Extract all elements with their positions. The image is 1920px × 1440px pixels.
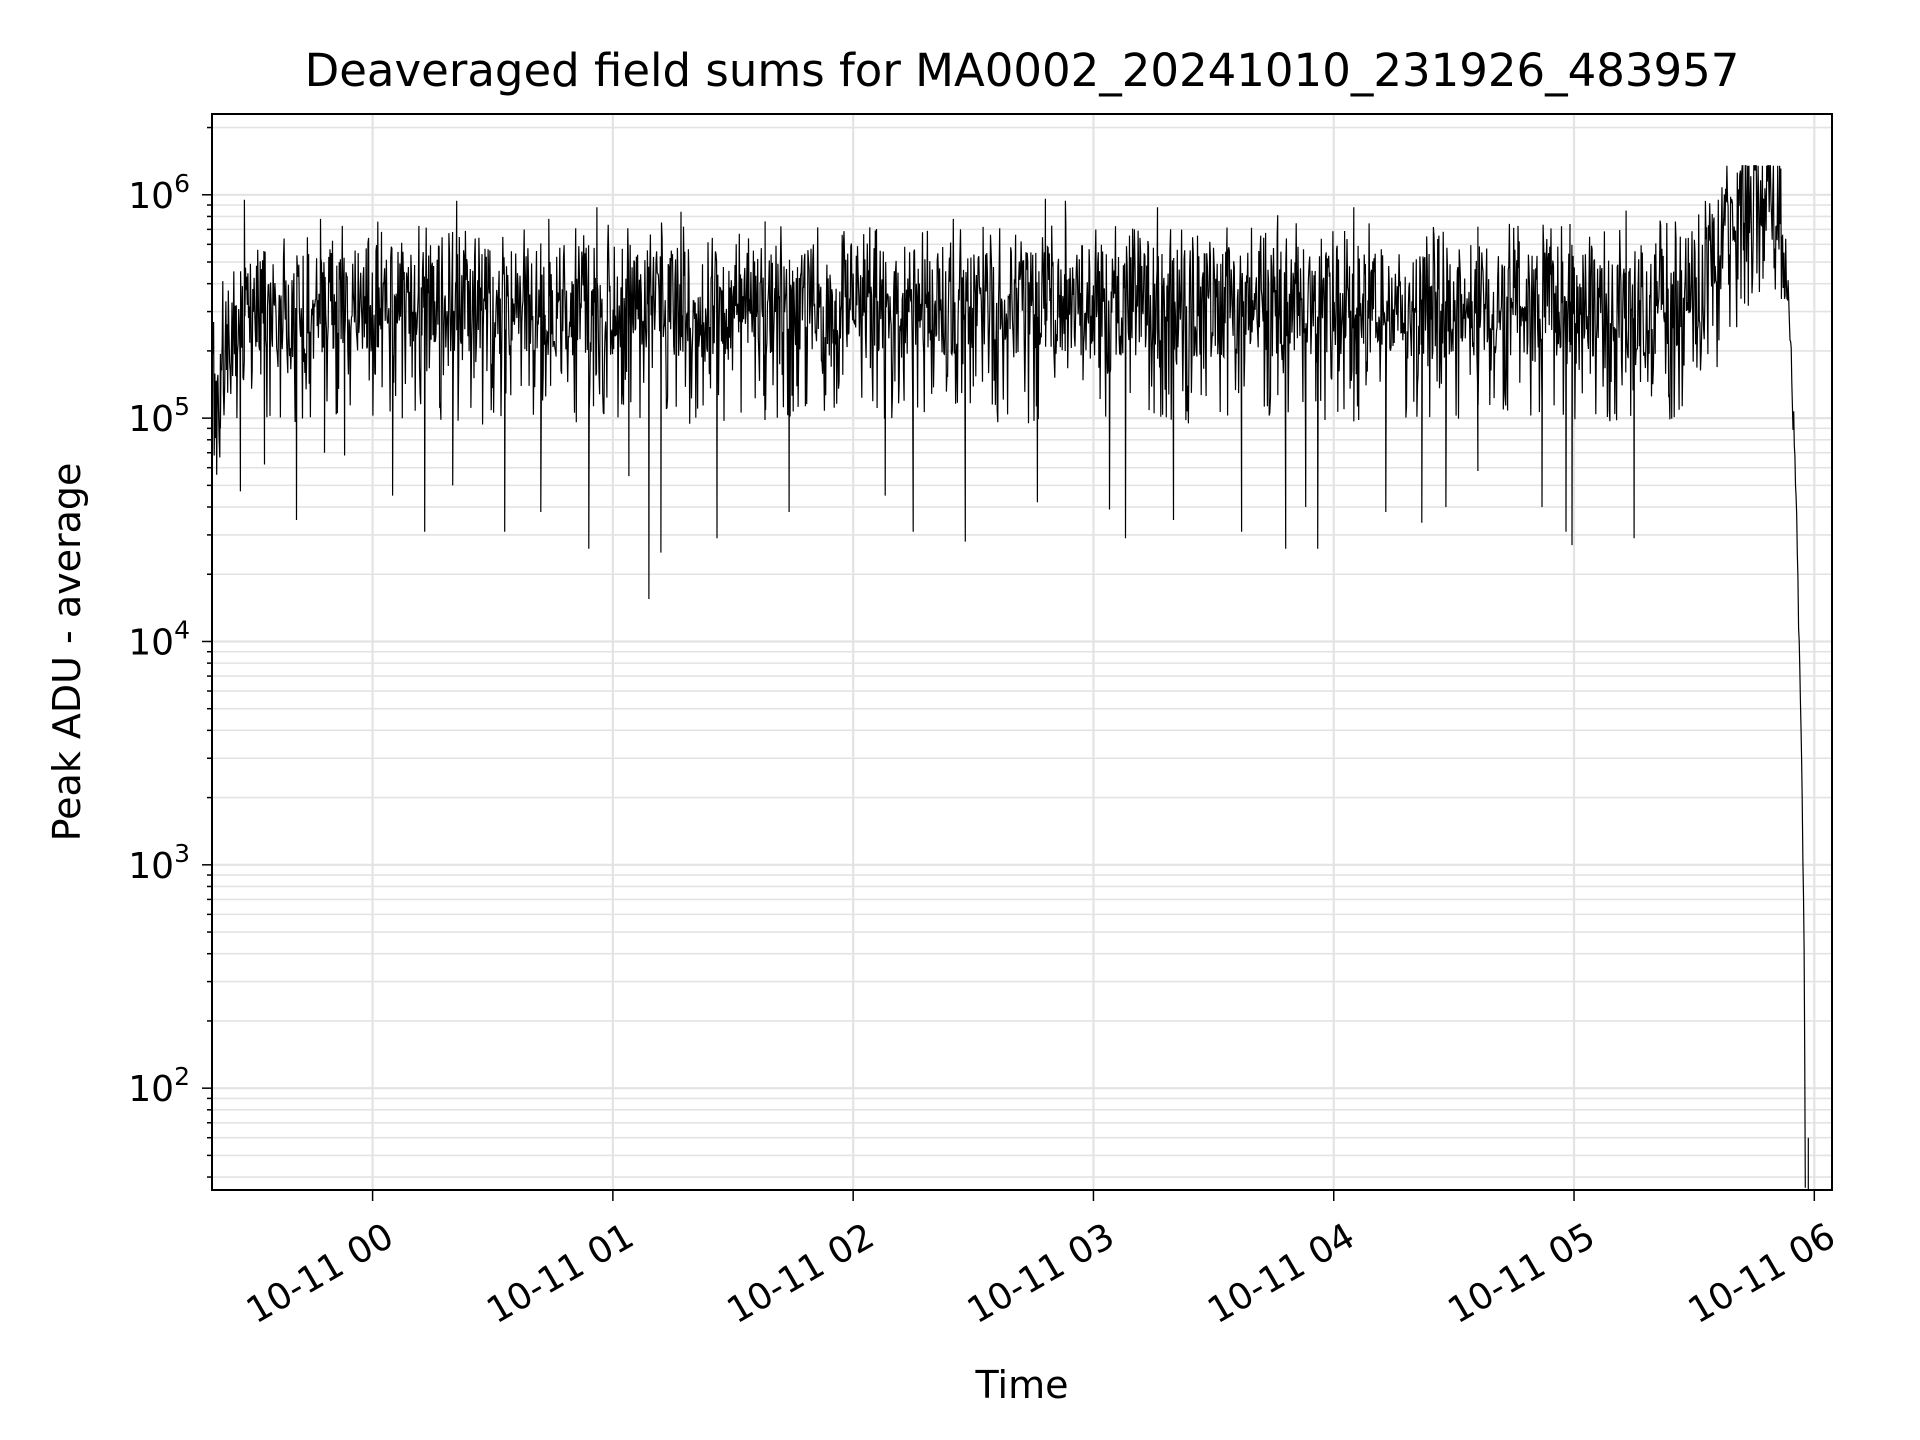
x-tick-label: 10-11 06	[1682, 1216, 1843, 1332]
series-line	[211, 165, 1806, 1188]
x-tick-label: 10-11 00	[240, 1216, 401, 1332]
x-tick-label: 10-11 02	[720, 1216, 881, 1332]
x-tick-label: 10-11 03	[961, 1216, 1122, 1332]
x-axis-label: Time	[975, 1363, 1069, 1407]
y-tick-label: 106	[128, 169, 190, 217]
x-tick-label: 10-11 04	[1201, 1216, 1362, 1332]
series-layer	[211, 165, 1809, 1190]
y-tick-label: 105	[128, 392, 190, 440]
y-tick-label: 103	[128, 839, 190, 887]
chart-title: Deaveraged field sums for MA0002_2024101…	[305, 44, 1740, 97]
y-tick-label: 102	[128, 1062, 190, 1110]
y-axis-label: Peak ADU - average	[45, 463, 89, 842]
y-tick-label: 104	[128, 615, 190, 663]
x-tick-label: 10-11 01	[480, 1216, 641, 1332]
x-tick-label: 10-11 05	[1441, 1216, 1602, 1332]
